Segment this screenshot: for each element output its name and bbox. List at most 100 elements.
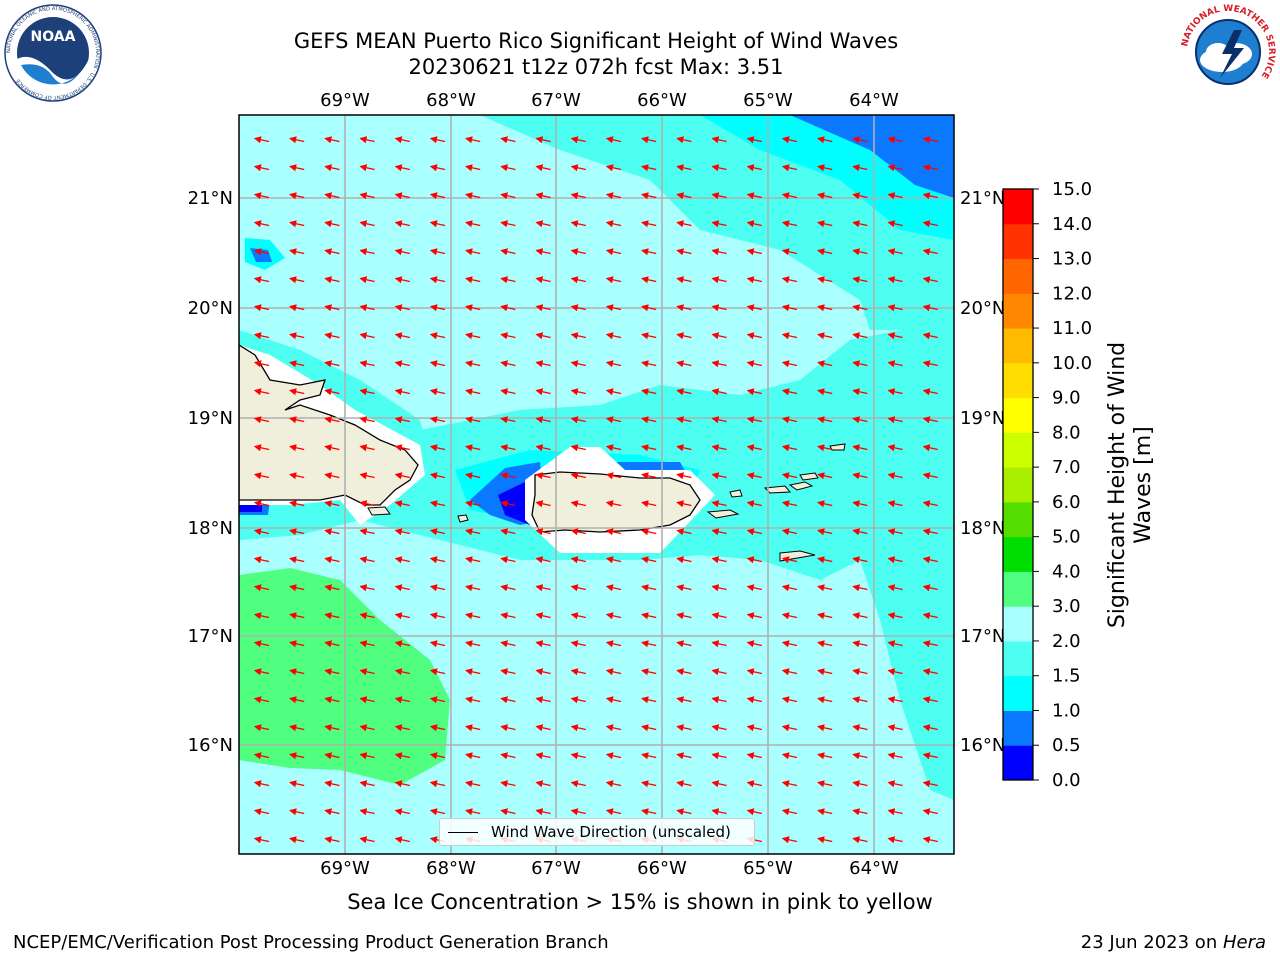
wind-wave-arrow <box>253 780 270 788</box>
wind-wave-arrow <box>605 752 622 760</box>
wind-wave-arrow <box>711 696 727 704</box>
wind-wave-arrow <box>922 808 938 816</box>
wind-wave-arrow <box>922 276 938 284</box>
wind-wave-arrow <box>781 304 798 312</box>
colorbar-segment <box>1003 501 1033 538</box>
wind-wave-arrow <box>922 612 938 620</box>
lon-ticks-bottom: 69°W 68°W 67°W 66°W 65°W 64°W <box>320 858 899 879</box>
colorbar-tick-label: 7.0 <box>1052 457 1081 478</box>
wind-wave-arrow <box>324 500 340 508</box>
wind-wave-arrow <box>711 304 727 312</box>
wind-wave-arrow <box>922 472 938 480</box>
wind-wave-arrow <box>289 416 305 424</box>
wave-field-0to0p5m <box>498 482 530 525</box>
wind-wave-arrow <box>359 360 375 368</box>
colorbar-segment <box>1003 189 1033 225</box>
wind-wave-arrow <box>922 500 938 508</box>
wind-wave-arrow <box>429 724 446 732</box>
wind-wave-arrow <box>394 612 410 620</box>
lon-ticks-top: 69°W 68°W 67°W 66°W 65°W 64°W <box>320 90 899 111</box>
wind-wave-arrow <box>570 780 586 788</box>
hispaniola-island <box>239 344 419 506</box>
lat-tick-right: 16°N <box>960 735 1005 756</box>
wind-wave-arrow <box>429 136 446 144</box>
footer-date-text: 23 Jun 2023 on <box>1080 932 1223 953</box>
wind-wave-arrow <box>429 556 446 564</box>
wind-wave-arrow <box>887 724 903 732</box>
colorbar-segment <box>1003 571 1033 607</box>
wind-wave-arrow <box>465 416 481 424</box>
wind-wave-arrow <box>887 164 903 172</box>
wind-wave-arrow <box>289 136 305 144</box>
wind-wave-arrow <box>570 332 586 340</box>
wind-wave-arrow <box>641 332 657 340</box>
wind-wave-arrow <box>852 556 868 564</box>
wind-wave-arrow <box>676 500 692 508</box>
colorbar-tick-label: 10.0 <box>1052 353 1092 374</box>
wind-wave-arrow <box>711 220 727 228</box>
wind-wave-arrow <box>359 444 375 452</box>
wind-wave-arrow <box>676 388 692 396</box>
wind-wave-arrow <box>605 164 622 172</box>
wind-wave-arrow <box>605 136 622 144</box>
wind-wave-arrow <box>465 164 481 172</box>
wind-wave-arrow <box>324 668 340 676</box>
wind-wave-arrow <box>887 220 903 228</box>
legend-label: Wind Wave Direction (unscaled) <box>491 823 731 841</box>
wind-wave-arrow <box>429 528 446 536</box>
wind-wave-arrow <box>429 584 446 592</box>
wind-wave-arrow <box>429 276 446 284</box>
wind-wave-arrow <box>817 304 833 312</box>
wind-wave-arrow <box>781 220 798 228</box>
wind-wave-arrow <box>253 808 270 816</box>
wind-wave-arrow <box>500 584 516 592</box>
wind-wave-arrow <box>394 136 410 144</box>
wind-wave-arrow <box>817 724 833 732</box>
wind-wave-arrow <box>922 304 938 312</box>
wind-wave-arrow <box>394 752 410 760</box>
wind-wave-arrow <box>817 220 833 228</box>
wind-wave-arrow <box>289 528 305 536</box>
wind-wave-arrow <box>394 220 410 228</box>
wind-wave-arrow <box>887 248 903 256</box>
wind-wave-arrow <box>711 500 727 508</box>
wind-wave-arrow <box>676 752 692 760</box>
lon-tick-bottom: 65°W <box>743 858 793 879</box>
lon-tick-top: 69°W <box>320 90 370 111</box>
wind-wave-arrow <box>429 696 446 704</box>
wind-wave-arrow <box>253 248 270 256</box>
wind-wave-arrow <box>394 360 410 368</box>
wind-wave-arrow <box>922 332 938 340</box>
wind-wave-arrow <box>394 836 410 844</box>
wind-wave-arrow <box>711 136 727 144</box>
wind-wave-arrow <box>852 780 868 788</box>
wind-wave-arrow <box>781 248 798 256</box>
wind-wave-arrow <box>535 220 551 228</box>
wind-wave-arrow <box>641 276 657 284</box>
wind-wave-arrow <box>465 332 481 340</box>
wind-wave-arrow <box>922 668 938 676</box>
wind-wave-arrow <box>676 724 692 732</box>
nws-logo: NATIONAL WEATHER SERVICE <box>1180 4 1276 100</box>
wind-wave-arrow <box>253 360 270 368</box>
wind-wave-arrow <box>676 668 692 676</box>
colorbar-tick-label: 0.0 <box>1052 770 1081 791</box>
wind-wave-arrow <box>535 528 551 536</box>
wind-wave-arrow <box>746 164 762 172</box>
wind-wave-arrow <box>746 752 762 760</box>
wind-wave-arrow <box>605 444 622 452</box>
wind-wave-arrow <box>852 668 868 676</box>
wind-wave-arrow <box>289 668 305 676</box>
wind-wave-arrow <box>394 696 410 704</box>
wind-wave-arrow <box>359 780 375 788</box>
wind-wave-arrow <box>852 528 868 536</box>
wind-wave-arrow <box>324 332 340 340</box>
wind-wave-arrow <box>324 164 340 172</box>
wind-wave-arrow <box>922 724 938 732</box>
wind-wave-arrow <box>746 220 762 228</box>
wind-wave-arrow <box>641 416 657 424</box>
wind-wave-arrow <box>711 780 727 788</box>
wind-wave-arrow <box>359 164 375 172</box>
wind-wave-arrow <box>676 444 692 452</box>
wind-wave-arrow <box>852 640 868 648</box>
